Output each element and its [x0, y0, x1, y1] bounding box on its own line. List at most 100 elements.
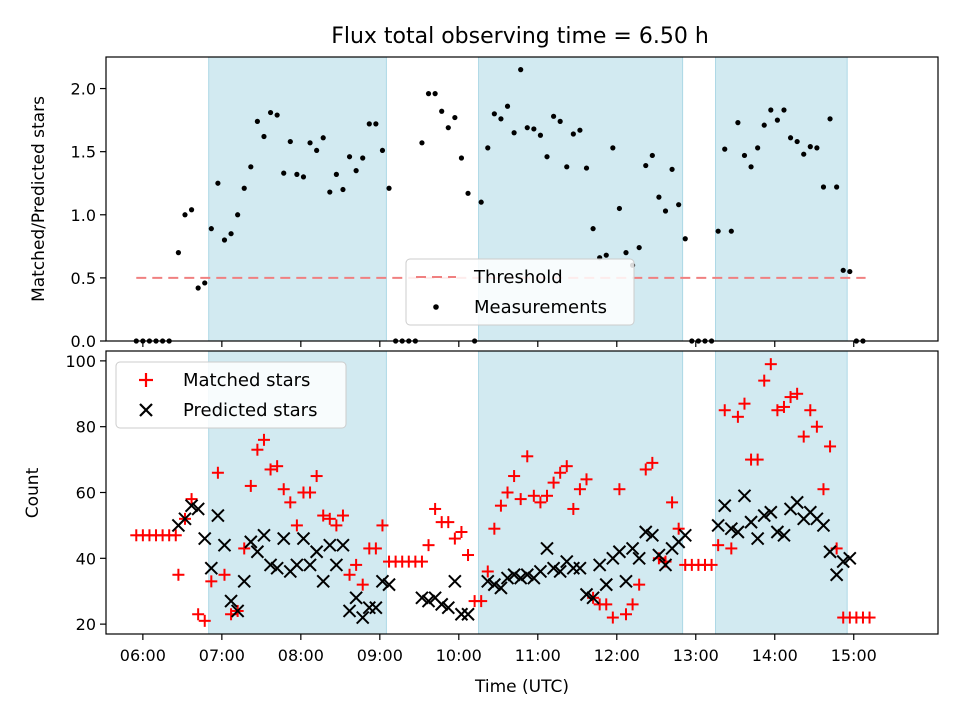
- predicted-point: [454, 607, 469, 621]
- predicted-point: [224, 594, 238, 608]
- x-tick-label: 15:00: [831, 646, 877, 665]
- predicted-point: [290, 558, 304, 572]
- matched-point: [758, 374, 771, 387]
- top-y-axis-label: Matched/Predicted stars: [29, 96, 49, 302]
- measurement-point: [235, 212, 241, 218]
- matched-point: [534, 496, 547, 509]
- matched-point: [475, 595, 488, 608]
- predicted-point: [487, 577, 502, 592]
- x-tick-label: 12:00: [594, 646, 640, 665]
- matched-point: [198, 614, 211, 627]
- measurement-point: [669, 166, 675, 172]
- matched-point: [508, 470, 521, 483]
- predicted-point: [777, 528, 791, 542]
- measurement-point: [445, 125, 451, 131]
- measurement-point: [182, 212, 188, 218]
- matched-point: [712, 539, 725, 552]
- measurement-point: [175, 250, 182, 256]
- predicted-point: [546, 561, 561, 575]
- measurement-point: [439, 108, 445, 114]
- matched-point: [238, 542, 251, 555]
- measurement-point: [676, 202, 682, 208]
- measurement-point: [254, 118, 260, 124]
- predicted-point: [612, 545, 627, 559]
- measurement-point: [360, 155, 366, 161]
- predicted-point: [843, 551, 857, 566]
- predicted-point: [540, 541, 554, 556]
- matched-point: [462, 549, 475, 562]
- matched-point: [356, 578, 369, 591]
- x-tick-label: 08:00: [278, 646, 324, 665]
- x-tick-label: 14:00: [752, 646, 798, 665]
- bottom-legend-frame: [115, 361, 347, 429]
- measurement-point: [537, 132, 544, 138]
- predicted-point: [592, 558, 607, 572]
- predicted-point: [421, 594, 436, 608]
- predicted-point: [579, 587, 594, 602]
- matched-point: [336, 509, 349, 522]
- matched-point: [718, 404, 731, 417]
- predicted-point: [816, 518, 831, 533]
- matched-point: [169, 529, 182, 542]
- measurement-point: [425, 91, 432, 97]
- y-tick-label: 20: [76, 615, 96, 634]
- measurement-point: [682, 236, 688, 242]
- matched-point: [725, 542, 738, 555]
- measurement-point: [215, 180, 221, 186]
- matched-point: [448, 532, 461, 545]
- y-tick-label: 0.5: [71, 269, 96, 288]
- bottom-y-axis-label: Count: [23, 467, 43, 518]
- measurement-point: [498, 116, 504, 122]
- measurement-point: [261, 133, 267, 140]
- matched-point: [264, 463, 277, 476]
- predicted-point: [303, 558, 317, 572]
- predicted-point: [737, 489, 752, 503]
- matched-point: [455, 525, 468, 538]
- matched-point: [185, 493, 198, 506]
- measurement-point: [366, 121, 372, 127]
- measurement-point: [564, 164, 570, 170]
- predicted-point: [500, 571, 515, 585]
- measurement-point: [465, 190, 471, 196]
- measurement-point: [294, 171, 300, 177]
- predicted-point: [533, 564, 548, 579]
- y-tick-label: 80: [76, 418, 96, 437]
- matched-point: [824, 440, 837, 453]
- predicted-point: [329, 558, 344, 572]
- predicted-point: [323, 538, 337, 552]
- predicted-point: [619, 574, 633, 589]
- top-axes-frame: [105, 56, 939, 342]
- measurement-point: [281, 170, 287, 176]
- measurement-point: [458, 155, 465, 161]
- x-axis-label: Time (UTC): [474, 677, 569, 697]
- matched-point: [541, 489, 554, 502]
- measurement-point: [715, 228, 721, 234]
- measurement-point: [794, 138, 800, 145]
- predicted-point: [230, 604, 245, 618]
- top-legend-frame: [405, 258, 635, 326]
- predicted-point: [836, 554, 850, 569]
- predicted-point: [178, 512, 192, 526]
- matched-point: [672, 522, 685, 535]
- matched-point: [810, 420, 823, 433]
- measurement-point: [847, 268, 853, 275]
- matched-point: [639, 463, 652, 476]
- predicted-point: [191, 502, 205, 516]
- predicted-point: [750, 531, 765, 546]
- matched-point: [257, 433, 270, 446]
- predicted-point: [198, 531, 212, 546]
- x-tick-label: 11:00: [515, 646, 561, 665]
- top-legend: Threshold Measurements: [405, 258, 635, 326]
- matched-point: [422, 539, 435, 552]
- y-tick-label: 0.0: [71, 332, 96, 351]
- matched-point: [290, 519, 303, 532]
- measurement-point: [485, 145, 491, 151]
- y-tick-label: 2.0: [71, 80, 96, 99]
- measurement-point: [662, 208, 669, 214]
- matched-point: [626, 598, 639, 611]
- measurement-point: [208, 226, 214, 232]
- matched-point: [600, 598, 613, 611]
- matched-point: [271, 460, 284, 473]
- predicted-point: [244, 535, 258, 549]
- top-panel: 0.00.51.01.52.0 Matched/Predicted stars …: [29, 56, 939, 351]
